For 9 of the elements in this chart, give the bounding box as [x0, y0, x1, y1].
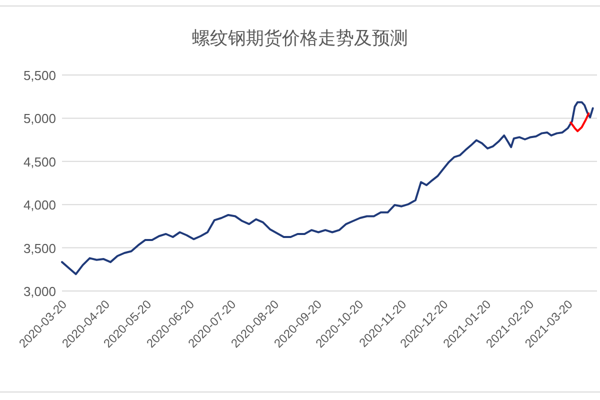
chart-title: 螺纹钢期货价格走势及预测 — [192, 28, 408, 48]
y-tick-label: 3,500 — [23, 240, 56, 256]
line-series — [570, 112, 590, 132]
line-series — [61, 101, 594, 276]
y-tick-label: 4,000 — [23, 198, 56, 213]
y-tick-label: 3,000 — [23, 284, 56, 299]
y-tick-label: 5,000 — [23, 111, 56, 126]
y-tick-label: 5,500 — [23, 68, 56, 83]
y-tick-label: 4,500 — [23, 154, 56, 170]
